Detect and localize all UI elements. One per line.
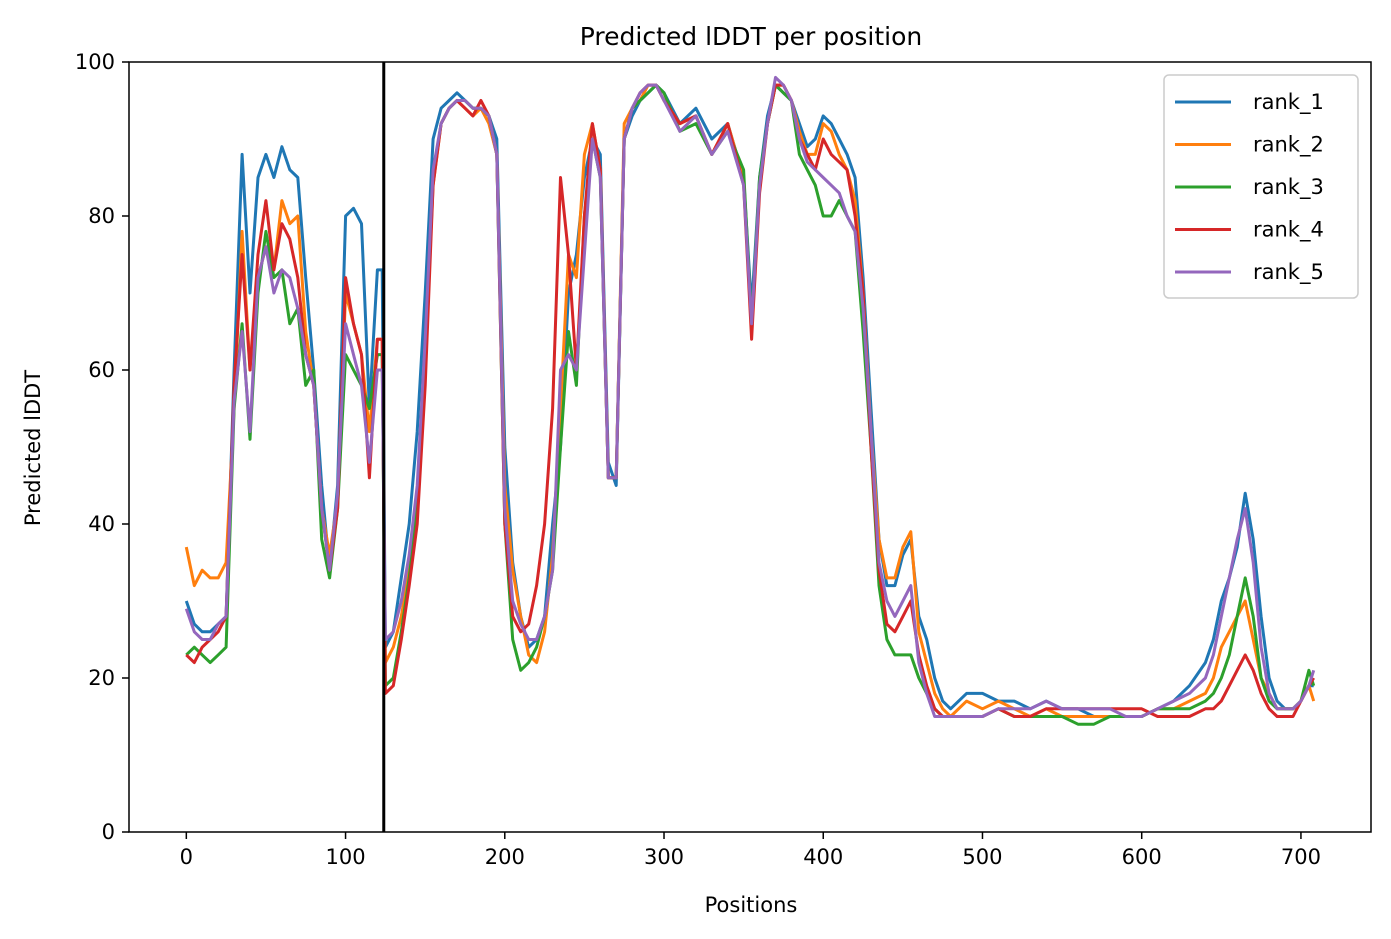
x-tick-label: 300 [644, 845, 684, 869]
series-group [184, 75, 1316, 726]
y-tick-label: 100 [75, 50, 115, 74]
plot-area [128, 61, 1372, 833]
legend-label: rank_2 [1253, 133, 1324, 158]
y-tick-label: 20 [88, 666, 115, 690]
legend-label: rank_4 [1253, 218, 1324, 243]
x-tick-label: 200 [485, 845, 525, 869]
y-tick-label: 40 [88, 512, 115, 536]
y-axis: 0 20 40 60 80 100 [75, 50, 129, 844]
x-tick-label: 100 [326, 845, 366, 869]
legend-label: rank_3 [1253, 175, 1324, 200]
x-tick-label: 600 [1122, 845, 1162, 869]
series-line-rank_5 [184, 75, 1316, 718]
y-axis-label: Predicted lDDT [21, 370, 45, 526]
legend-label: rank_1 [1253, 90, 1324, 115]
legend: rank_1 rank_2 rank_3 rank_4 rank_5 [1163, 74, 1359, 299]
chart-title: Predicted lDDT per position [580, 22, 922, 51]
x-tick-label: 700 [1281, 845, 1321, 869]
x-tick-label: 400 [803, 845, 843, 869]
x-tick-label: 500 [962, 845, 1002, 869]
axes-frame [128, 61, 1372, 833]
y-tick-label: 0 [102, 820, 115, 844]
y-tick-label: 60 [88, 358, 115, 382]
legend-box [1163, 74, 1359, 299]
x-tick-label: 0 [180, 845, 193, 869]
series-line-rank_3 [185, 83, 1316, 726]
y-tick-label: 80 [88, 204, 115, 228]
x-axis: 0 100 200 300 400 500 600 700 [180, 832, 1321, 869]
x-axis-label: Positions [705, 893, 798, 917]
legend-label: rank_5 [1253, 260, 1324, 285]
